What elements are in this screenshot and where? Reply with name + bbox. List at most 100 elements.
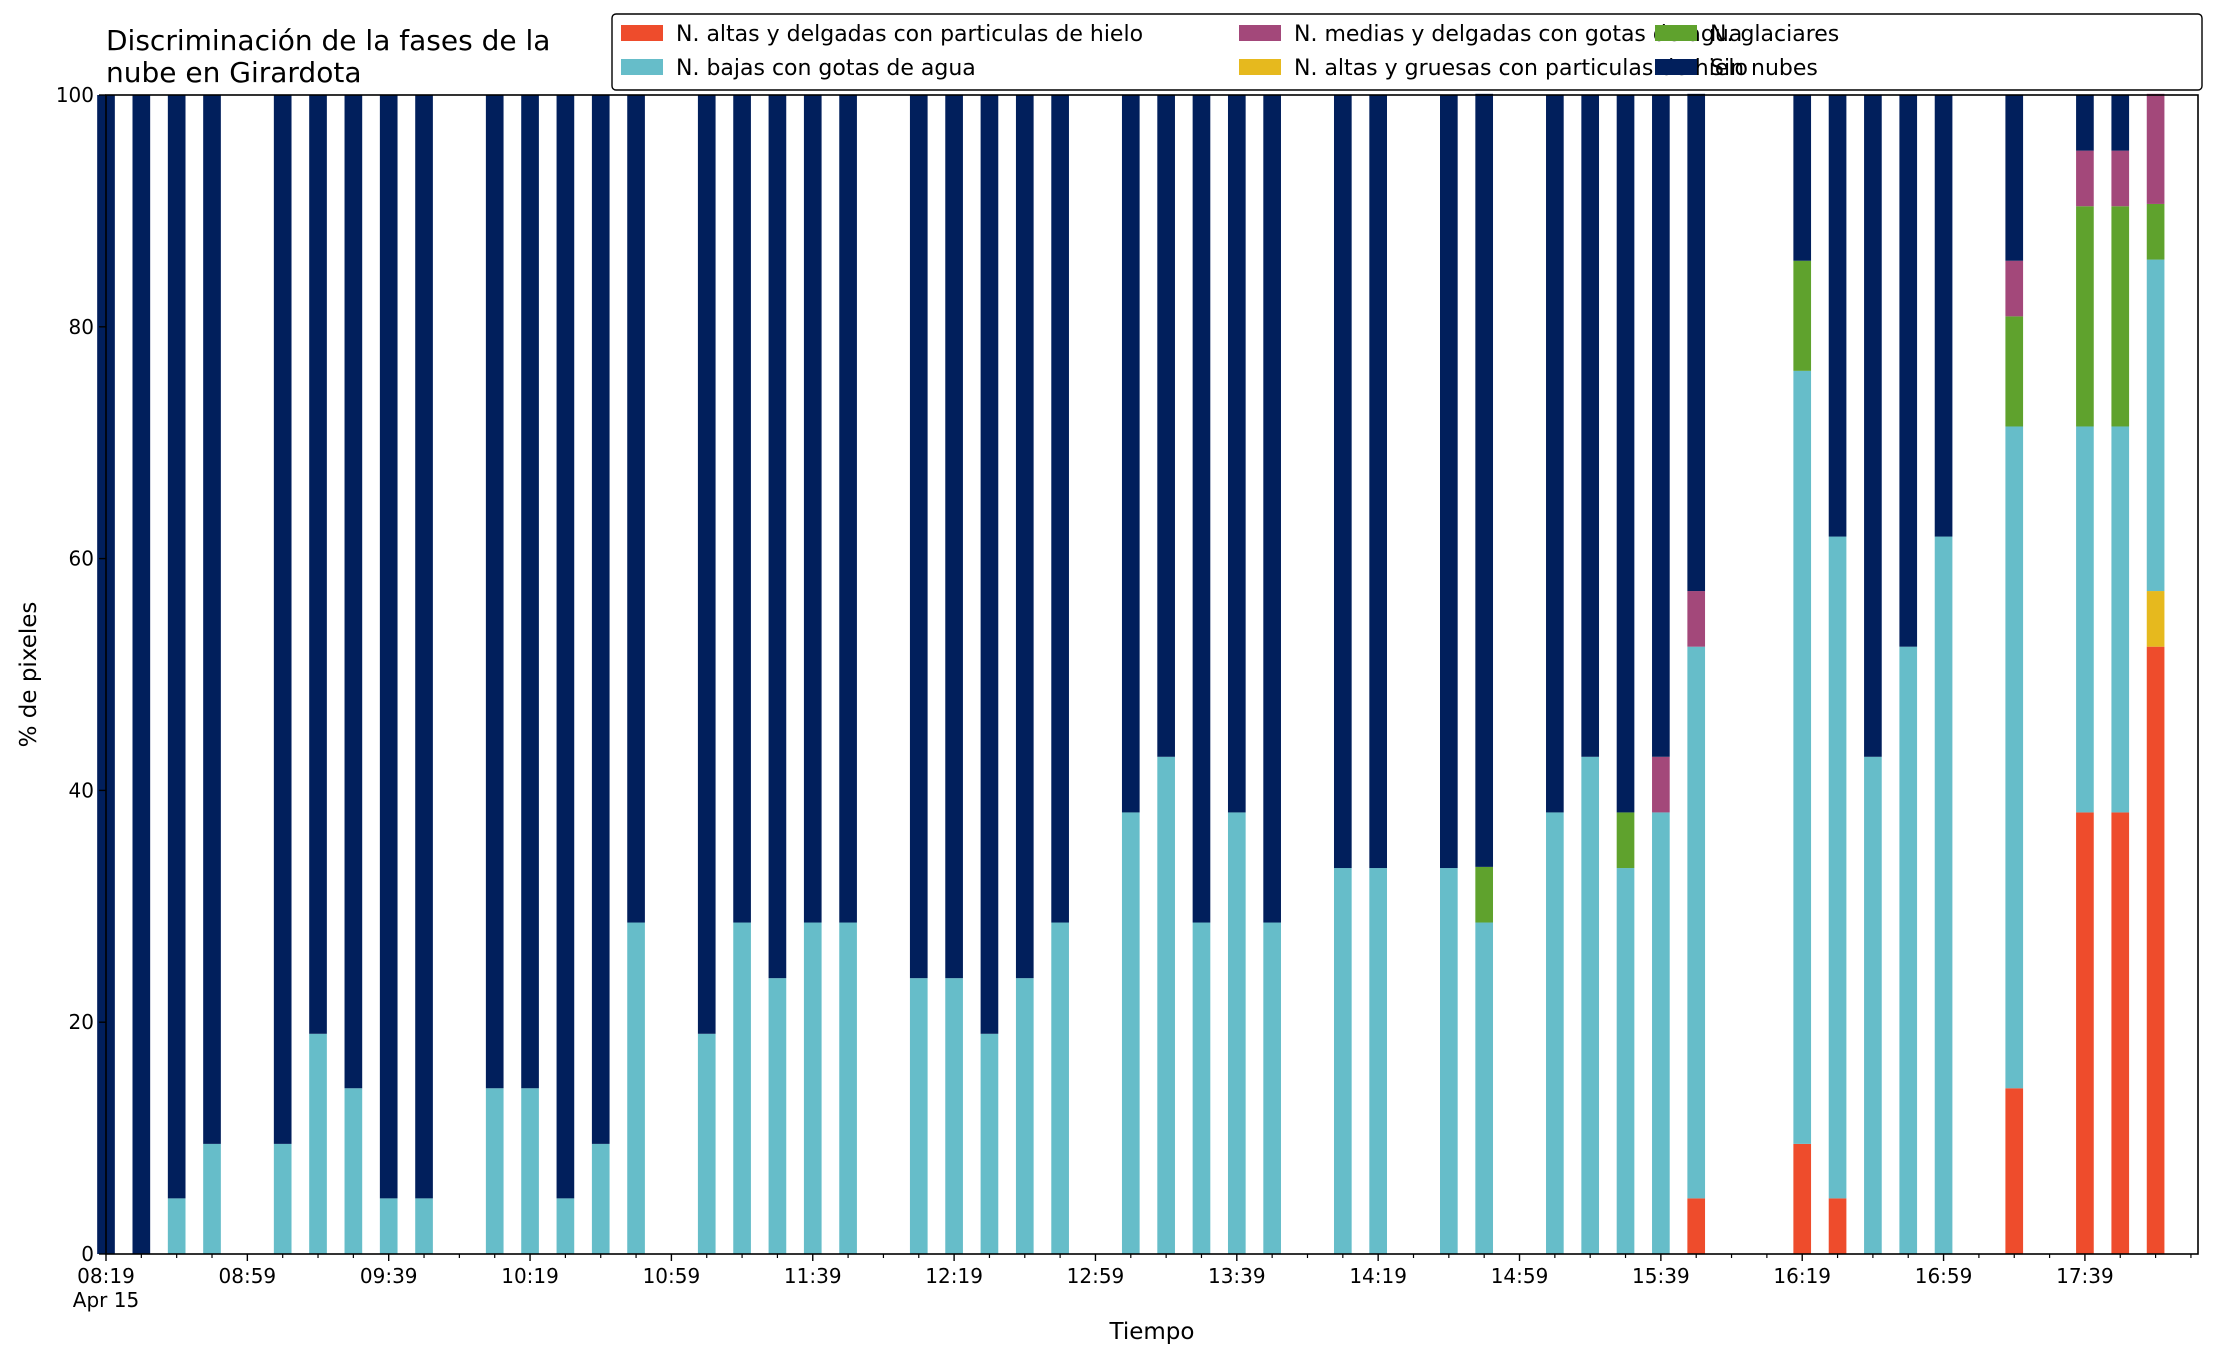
x-tick-label: 15:39 <box>1632 1264 1690 1288</box>
y-axis-label: % de pixeles <box>16 602 42 748</box>
bar-segment <box>1015 95 1034 979</box>
bar-segment <box>2076 812 2094 1254</box>
bar-segment <box>1227 812 1246 1254</box>
bar-segment <box>1475 922 1494 1254</box>
bar-segment <box>1652 95 1670 757</box>
bar-segment <box>2146 591 2165 647</box>
chart-title: Discriminación de la fases de la nube en… <box>106 24 559 89</box>
bar-segment <box>1475 866 1494 923</box>
bar-segment <box>2076 426 2094 813</box>
x-tick-label: 14:59 <box>1491 1264 1549 1288</box>
bar-segment <box>591 1143 610 1254</box>
bar-segment <box>485 1088 504 1254</box>
x-tick-label: 10:19 <box>501 1264 559 1288</box>
bar-segment <box>1616 95 1635 813</box>
bar-segment <box>556 95 575 1199</box>
bar-segment <box>2005 260 2024 317</box>
x-tick-label: 17:39 <box>2056 1264 2114 1288</box>
x-tick-label: 08:19 <box>77 1264 135 1288</box>
x-tick-label: 14:19 <box>1349 1264 1407 1288</box>
bar-segment <box>1687 646 1706 1199</box>
bar-segment <box>521 1088 539 1254</box>
bar-segment <box>1828 536 1847 1199</box>
bar-segment <box>2005 1088 2024 1254</box>
bar-segment <box>2146 259 2165 592</box>
bar-segment <box>1793 1143 1812 1254</box>
x-tick-label: 13:39 <box>1208 1264 1266 1288</box>
bar-segment <box>1192 95 1211 923</box>
bar-segment <box>1828 1198 1847 1254</box>
bar-segment <box>803 95 822 923</box>
bar-segment <box>1864 95 1882 757</box>
x-tick-label: 16:59 <box>1915 1264 1973 1288</box>
chart-title-line-1: Discriminación de la fases de la <box>106 24 550 57</box>
bar-segment <box>2111 812 2130 1254</box>
bar-segment <box>1192 922 1211 1254</box>
bar-segment <box>980 1033 999 1254</box>
bar-segment <box>273 1143 292 1254</box>
bar-segment <box>1793 260 1812 371</box>
x-tick-label: 09:39 <box>360 1264 418 1288</box>
bar-segment <box>309 95 327 1034</box>
x-tick-label: 08:59 <box>219 1264 277 1288</box>
y-tick-label: 20 <box>69 1010 94 1034</box>
bar-segment <box>1015 978 1034 1254</box>
bar-segment <box>203 95 221 1144</box>
bar-segment <box>1899 95 1918 647</box>
legend-label: Sin nubes <box>1710 56 1818 81</box>
bar-segment <box>1369 95 1387 869</box>
y-tick-label: 80 <box>69 315 94 339</box>
x-tick-label: 12:59 <box>1067 1264 1125 1288</box>
y-tick-label: 60 <box>69 547 94 571</box>
bar-segment <box>1546 812 1564 1254</box>
bar-segment <box>1369 868 1387 1254</box>
x-tick-label: 10:59 <box>643 1264 701 1288</box>
bar-segment <box>1934 95 1953 537</box>
bar-segment <box>556 1198 575 1254</box>
bar-segment <box>733 95 751 923</box>
bar-segment <box>591 95 610 1144</box>
bar-segment <box>2111 95 2130 151</box>
bar-segment <box>2076 95 2094 151</box>
bar-segment <box>1546 95 1564 813</box>
bar-segment <box>909 978 928 1254</box>
bar-segment <box>132 95 151 1254</box>
bar-segment <box>2111 426 2130 813</box>
bar-segment <box>309 1033 327 1254</box>
legend-label: N. glaciares <box>1710 22 1839 47</box>
bar-segment <box>379 1198 398 1254</box>
bar-segment <box>2111 150 2130 207</box>
plot-frame <box>105 94 2199 1255</box>
bar-segment <box>627 922 645 1254</box>
bars-layer <box>97 93 2165 1254</box>
bar-segment <box>1051 95 1069 923</box>
legend-swatch <box>621 59 663 75</box>
bar-segment <box>2005 426 2024 1089</box>
y-tick-label: 40 <box>69 778 94 802</box>
bar-segment <box>2146 93 2165 204</box>
bar-segment <box>1793 95 1812 261</box>
bar-segment <box>1227 95 1246 813</box>
bar-segment <box>344 95 363 1089</box>
bar-segment <box>1934 536 1953 1254</box>
bar-segment <box>697 1033 716 1254</box>
chart-title-line-2: nube en Girardota <box>106 56 361 89</box>
bar-segment <box>2111 206 2130 427</box>
legend-swatch <box>621 25 663 41</box>
legend-swatch <box>1655 25 1697 41</box>
bar-segment <box>1333 868 1352 1254</box>
legend-swatch <box>1239 59 1281 75</box>
bar-segment <box>1687 1198 1706 1254</box>
bar-segment <box>1157 95 1175 757</box>
bar-segment <box>1899 646 1918 1254</box>
bar-segment <box>2146 203 2165 260</box>
bar-segment <box>415 1198 433 1254</box>
bar-segment <box>1157 756 1175 1254</box>
bar-segment <box>980 95 999 1034</box>
legend-label: N. altas y delgadas con particulas de hi… <box>676 22 1143 47</box>
bar-segment <box>1864 756 1882 1254</box>
bar-segment <box>768 978 787 1254</box>
x-axis-label: Tiempo <box>1109 1319 1195 1345</box>
